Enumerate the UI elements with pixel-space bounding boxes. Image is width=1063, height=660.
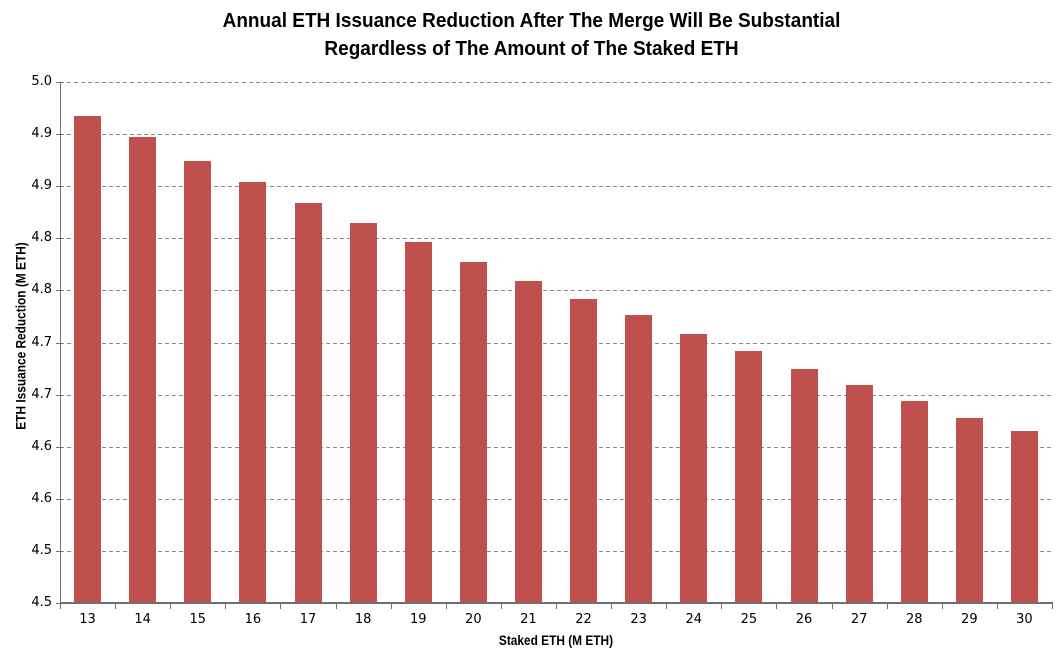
x-tick-label: 21	[520, 612, 537, 627]
x-tick-label: 27	[850, 612, 868, 627]
x-tick-label: 17	[299, 612, 317, 627]
x-tick-mark	[500, 604, 502, 609]
y-tick-label: 5.0	[31, 74, 52, 89]
x-tick-label: 25	[740, 612, 758, 627]
x-axis-line	[60, 602, 1053, 604]
y-tick-mark	[56, 82, 63, 83]
x-tick-label: 24	[685, 612, 703, 627]
plot-area	[60, 82, 1052, 603]
bar-16	[239, 182, 267, 603]
bar-30	[1010, 431, 1038, 603]
bar-13	[74, 116, 102, 603]
y-tick-mark	[56, 290, 63, 292]
y-tick-mark	[56, 342, 63, 344]
chart-title-line1: Annual ETH Issuance Reduction After The …	[222, 10, 841, 32]
y-tick-label: 4.6	[31, 490, 52, 506]
x-axis-title: Staked ETH (M ETH)	[498, 633, 614, 648]
bar-24	[680, 334, 708, 603]
y-tick-mark	[56, 134, 63, 136]
bar-21	[514, 281, 542, 603]
bar-28	[900, 400, 928, 603]
y-tick-mark	[56, 186, 63, 188]
x-tick-label: 30	[1016, 612, 1033, 627]
x-tick-mark	[390, 604, 392, 609]
gridline	[60, 550, 1052, 552]
x-tick-mark	[445, 604, 447, 609]
y-tick-label: 4.7	[31, 334, 52, 350]
y-tick-mark	[56, 394, 63, 396]
x-tick-label: 15	[189, 612, 207, 627]
x-tick-mark	[831, 604, 833, 609]
bar-22	[570, 298, 598, 603]
bar-20	[459, 262, 487, 603]
bar-18	[349, 222, 377, 603]
y-axis-title: ETH Issuance Reduction (M ETH)	[13, 242, 29, 430]
x-tick-mark	[886, 604, 888, 609]
x-tick-mark	[225, 604, 227, 609]
gridline	[60, 186, 1052, 188]
gridline	[60, 82, 1052, 83]
y-tick-mark	[56, 446, 63, 448]
bar-19	[404, 242, 432, 603]
gridline	[60, 498, 1052, 500]
y-tick-label: 4.7	[31, 386, 52, 402]
gridline	[60, 342, 1052, 344]
y-tick-label: 4.8	[31, 282, 52, 298]
x-tick-label: 22	[575, 612, 592, 627]
x-tick-mark	[60, 604, 61, 609]
bar-14	[129, 137, 157, 603]
bar-23	[625, 315, 653, 603]
bar-17	[294, 202, 322, 603]
y-tick-label: 4.5	[31, 542, 52, 558]
x-tick-mark	[666, 604, 668, 609]
gridline	[60, 394, 1052, 396]
gridline	[60, 134, 1052, 136]
x-tick-label: 28	[905, 612, 923, 627]
x-tick-mark	[611, 604, 613, 609]
x-tick-mark	[115, 604, 117, 609]
y-tick-label: 4.9	[31, 178, 52, 194]
x-tick-label: 29	[961, 612, 978, 627]
bar-29	[955, 417, 983, 603]
gridline	[60, 290, 1052, 292]
x-tick-mark	[776, 604, 778, 609]
x-tick-label: 20	[465, 612, 482, 627]
y-tick-label: 4.6	[31, 438, 52, 454]
x-tick-mark	[335, 604, 337, 609]
y-tick-label: 4.8	[31, 230, 52, 246]
x-tick-mark	[280, 604, 282, 609]
chart-title-line2: Regardless of The Amount of The Staked E…	[324, 38, 739, 60]
x-tick-mark	[170, 604, 172, 609]
x-tick-label: 18	[354, 612, 372, 627]
x-tick-mark	[941, 604, 943, 609]
x-tick-label: 16	[244, 612, 262, 627]
x-tick-mark	[996, 604, 998, 609]
chart-title: Annual ETH Issuance Reduction After The …	[0, 7, 1063, 63]
x-tick-label: 14	[134, 612, 151, 627]
bar-15	[184, 161, 212, 603]
y-tick-mark	[56, 603, 63, 604]
gridline	[60, 238, 1052, 240]
gridline	[60, 446, 1052, 448]
x-tick-label: 13	[79, 612, 96, 627]
bar-25	[735, 350, 763, 603]
y-tick-mark	[56, 550, 63, 552]
y-tick-mark	[56, 238, 63, 240]
x-tick-mark	[556, 604, 557, 609]
y-tick-label: 4.9	[31, 126, 52, 142]
bar-27	[845, 385, 873, 603]
bar-26	[790, 368, 818, 603]
x-tick-mark	[1052, 604, 1053, 609]
y-tick-label: 4.5	[31, 595, 52, 610]
x-tick-label: 23	[630, 612, 647, 627]
x-tick-label: 19	[409, 612, 427, 627]
y-tick-mark	[56, 498, 63, 500]
x-tick-mark	[721, 604, 723, 609]
x-tick-label: 26	[795, 612, 813, 627]
